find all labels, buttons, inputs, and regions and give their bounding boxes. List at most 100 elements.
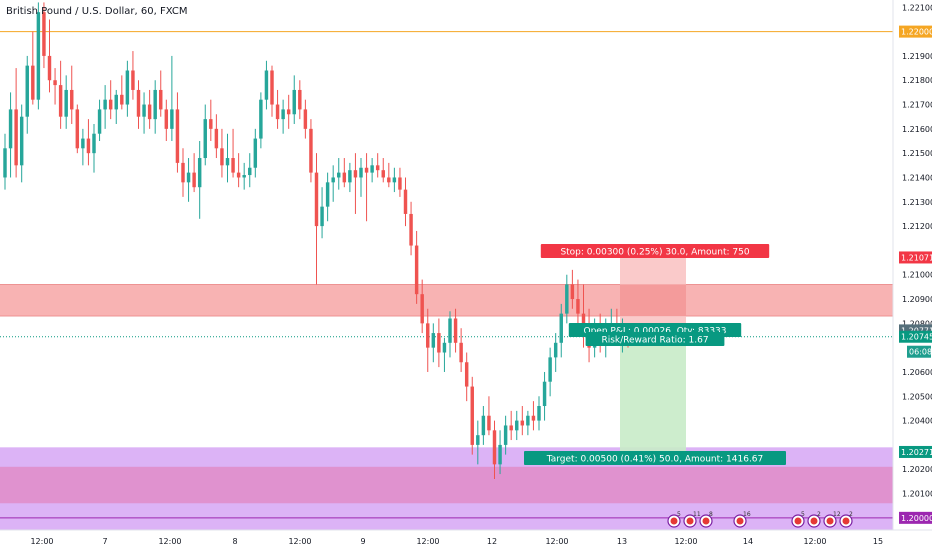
- price-tag-0: 1.21071: [901, 253, 932, 262]
- price-axis-bg: [893, 0, 932, 550]
- chart-title: British Pound / U.S. Dollar, 60, FXCM: [6, 6, 187, 17]
- time-tick-label: 13: [617, 537, 627, 546]
- price-tag-2: 1.20745: [901, 333, 932, 342]
- candle-body: [342, 172, 347, 183]
- time-tick-label: 12: [487, 537, 497, 546]
- price-tick-label: 1.21900: [902, 52, 932, 61]
- candle-body: [64, 89, 68, 117]
- price-tick-label: 1.22100: [902, 3, 932, 12]
- zone-2: [0, 466, 893, 504]
- position-tool[interactable]: [620, 257, 686, 452]
- time-tick-label: 14: [743, 537, 753, 546]
- candle-body: [225, 158, 230, 166]
- time-tick-label: 12:00: [288, 537, 311, 546]
- price-tag-3-bg: [899, 445, 932, 458]
- price-axis[interactable]: 1.22100 1.21900 1.21800 1.21700 1.21600 1.215…: [892, 0, 932, 550]
- price-tick-label: 1.20900: [902, 295, 932, 304]
- candle-body: [314, 172, 319, 227]
- price-tag-1-20000-bg: [899, 511, 932, 524]
- candle-body: [498, 444, 502, 465]
- event-count: 2: [817, 511, 821, 518]
- price-tick-label: 1.20200: [902, 465, 932, 474]
- price-tick-label: 1.21800: [902, 76, 932, 85]
- price-tick-label: 1.20600: [902, 368, 932, 377]
- candle-body: [520, 420, 525, 426]
- event-markers[interactable]: 5 11 8 16 5 2 12 2: [667, 511, 853, 528]
- price-tick-label: 1.21400: [902, 173, 932, 182]
- candle-body: [14, 109, 18, 166]
- candle-body: [348, 170, 352, 183]
- time-tick-label: 12:00: [158, 537, 181, 546]
- time-tick-label: 12:00: [545, 537, 568, 546]
- candle-body: [270, 70, 274, 105]
- candle-body: [197, 158, 202, 188]
- candle-body: [487, 415, 491, 431]
- levels-layer[interactable]: [0, 31, 893, 519]
- candle-body: [70, 89, 74, 110]
- event-dot-icon: [702, 517, 710, 525]
- price-tick-label: 1.20100: [902, 490, 932, 499]
- event-dot-icon: [826, 517, 834, 525]
- candle-body: [97, 109, 102, 134]
- price-tag-2-bg: [899, 330, 932, 343]
- candle-body: [375, 165, 380, 171]
- event-dot-icon: [810, 517, 818, 525]
- candle-body: [192, 172, 196, 188]
- candle-body: [303, 109, 308, 129]
- event-dot-icon: [686, 517, 694, 525]
- candle-body: [186, 172, 191, 183]
- price-tick-label: 1.20500: [902, 392, 932, 401]
- candle-body: [203, 119, 207, 159]
- candle-body: [58, 85, 63, 117]
- stop-label: Stop: 0.00300 (0.25%) 30.0, Amount: 750: [560, 248, 749, 258]
- candle-body: [164, 109, 169, 129]
- candle-body: [248, 167, 252, 176]
- stop-label-bg: [540, 244, 770, 258]
- event-marker: 16: [733, 511, 751, 528]
- time-tick-label: 8: [232, 537, 237, 546]
- candle-body: [442, 342, 447, 353]
- target-label-bg: [524, 451, 786, 465]
- candle-body: [298, 89, 302, 110]
- candle-body: [398, 177, 402, 190]
- event-marker: 5: [791, 511, 805, 528]
- event-count: 11: [693, 511, 701, 518]
- candle-body: [281, 109, 285, 120]
- time-tick-label: 12:00: [30, 537, 53, 546]
- candle-body: [25, 65, 29, 117]
- candle-body: [31, 65, 35, 100]
- target-label: Target: 0.00500 (0.41%) 50.0, Amount: 14…: [546, 455, 764, 465]
- candle-body: [3, 148, 7, 178]
- candle-body: [125, 70, 130, 105]
- zone-0: [0, 284, 893, 317]
- countdown-bg: [907, 345, 931, 358]
- event-marker: 12: [823, 511, 841, 528]
- candle-body: [481, 415, 486, 436]
- candle-body: [259, 99, 263, 139]
- candle-body: [103, 99, 107, 110]
- time-tick-label: 12:00: [674, 537, 697, 546]
- candle-body: [114, 94, 118, 110]
- time-axis[interactable]: 12:00 7 12:00 8 12:00 9 12:00 12 12:00 13 12:00 14 1…: [0, 529, 932, 550]
- candle-body: [131, 70, 135, 90]
- rr-label-bg: [585, 332, 725, 346]
- candle-body: [320, 206, 324, 227]
- candle-body: [159, 89, 163, 110]
- candle-body: [231, 158, 235, 173]
- candle-body: [8, 109, 13, 149]
- candle-body: [286, 109, 291, 115]
- candle-body: [548, 357, 552, 382]
- event-count: 8: [709, 511, 713, 518]
- event-dot-icon: [670, 517, 678, 525]
- time-axis-bg: [0, 530, 932, 550]
- candle-body: [175, 109, 180, 163]
- time-tick-label: 7: [102, 537, 107, 546]
- price-tag-1-22000-bg: [899, 25, 932, 38]
- candle-body: [387, 177, 391, 183]
- candle-body: [353, 170, 358, 178]
- price-tag-1-22000: 1.22000: [901, 28, 932, 37]
- candle-body: [531, 415, 536, 421]
- countdown-label: 06:08: [909, 348, 932, 357]
